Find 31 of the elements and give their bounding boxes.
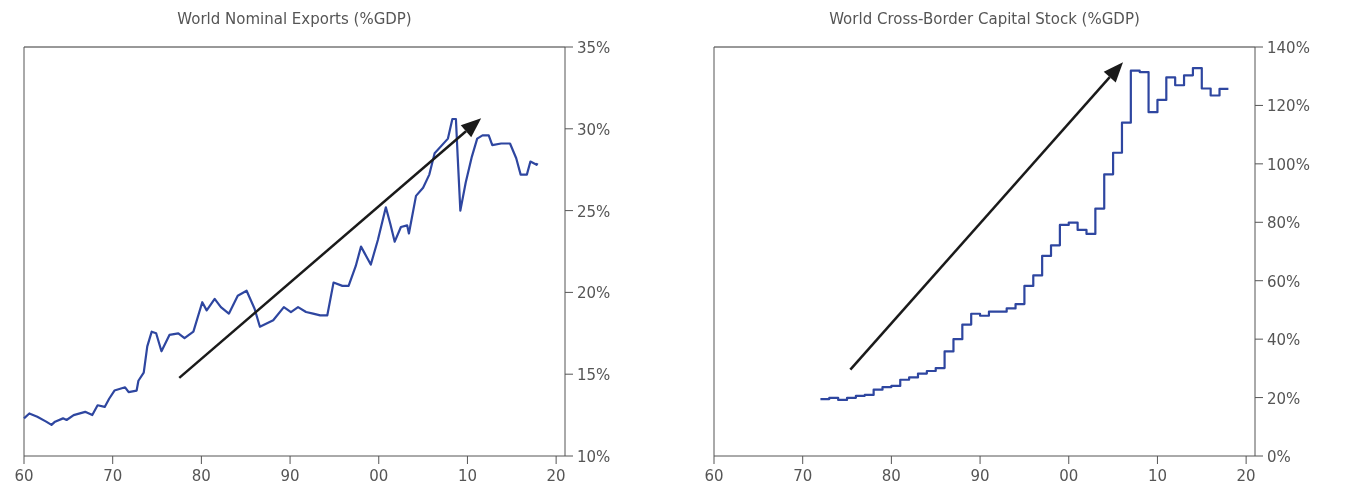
- chart-title: World Cross-Border Capital Stock (%GDP): [829, 10, 1140, 28]
- x-tick-label: 80: [191, 467, 211, 485]
- y-tick-label: 140%: [1267, 39, 1310, 57]
- y-tick-label: 15%: [577, 366, 611, 385]
- x-tick-label: 10: [1147, 467, 1167, 485]
- x-tick-label: 80: [881, 467, 901, 485]
- x-tick-label: 70: [103, 467, 123, 485]
- x-tick-label: 20: [1236, 467, 1256, 485]
- y-tick-label: 35%: [577, 39, 611, 57]
- y-tick-label: 20%: [577, 284, 611, 303]
- y-tick-label: 30%: [577, 120, 611, 139]
- y-tick-label: 20%: [1267, 389, 1301, 408]
- x-tick-label: 20: [546, 467, 566, 485]
- x-tick-label: 00: [1059, 467, 1079, 485]
- chart-title: World Nominal Exports (%GDP): [177, 10, 412, 28]
- x-tick-label: 60: [14, 467, 34, 485]
- y-tick-label: 100%: [1267, 155, 1310, 174]
- x-tick-label: 60: [704, 467, 724, 485]
- x-tick-label: 90: [280, 467, 300, 485]
- y-tick-label: 0%: [1267, 448, 1291, 466]
- y-tick-label: 25%: [577, 202, 611, 221]
- y-tick-label: 10%: [577, 448, 611, 466]
- line-series: [22, 117, 539, 427]
- y-tick-label: 80%: [1267, 214, 1301, 233]
- x-tick-label: 00: [369, 467, 389, 485]
- x-tick-label: 90: [970, 467, 990, 485]
- x-tick-label: 70: [793, 467, 813, 485]
- x-tick-label: 10: [457, 467, 477, 485]
- y-tick-label: 60%: [1267, 272, 1301, 291]
- y-tick-label: 40%: [1267, 331, 1301, 350]
- y-tick-label: 120%: [1267, 97, 1310, 116]
